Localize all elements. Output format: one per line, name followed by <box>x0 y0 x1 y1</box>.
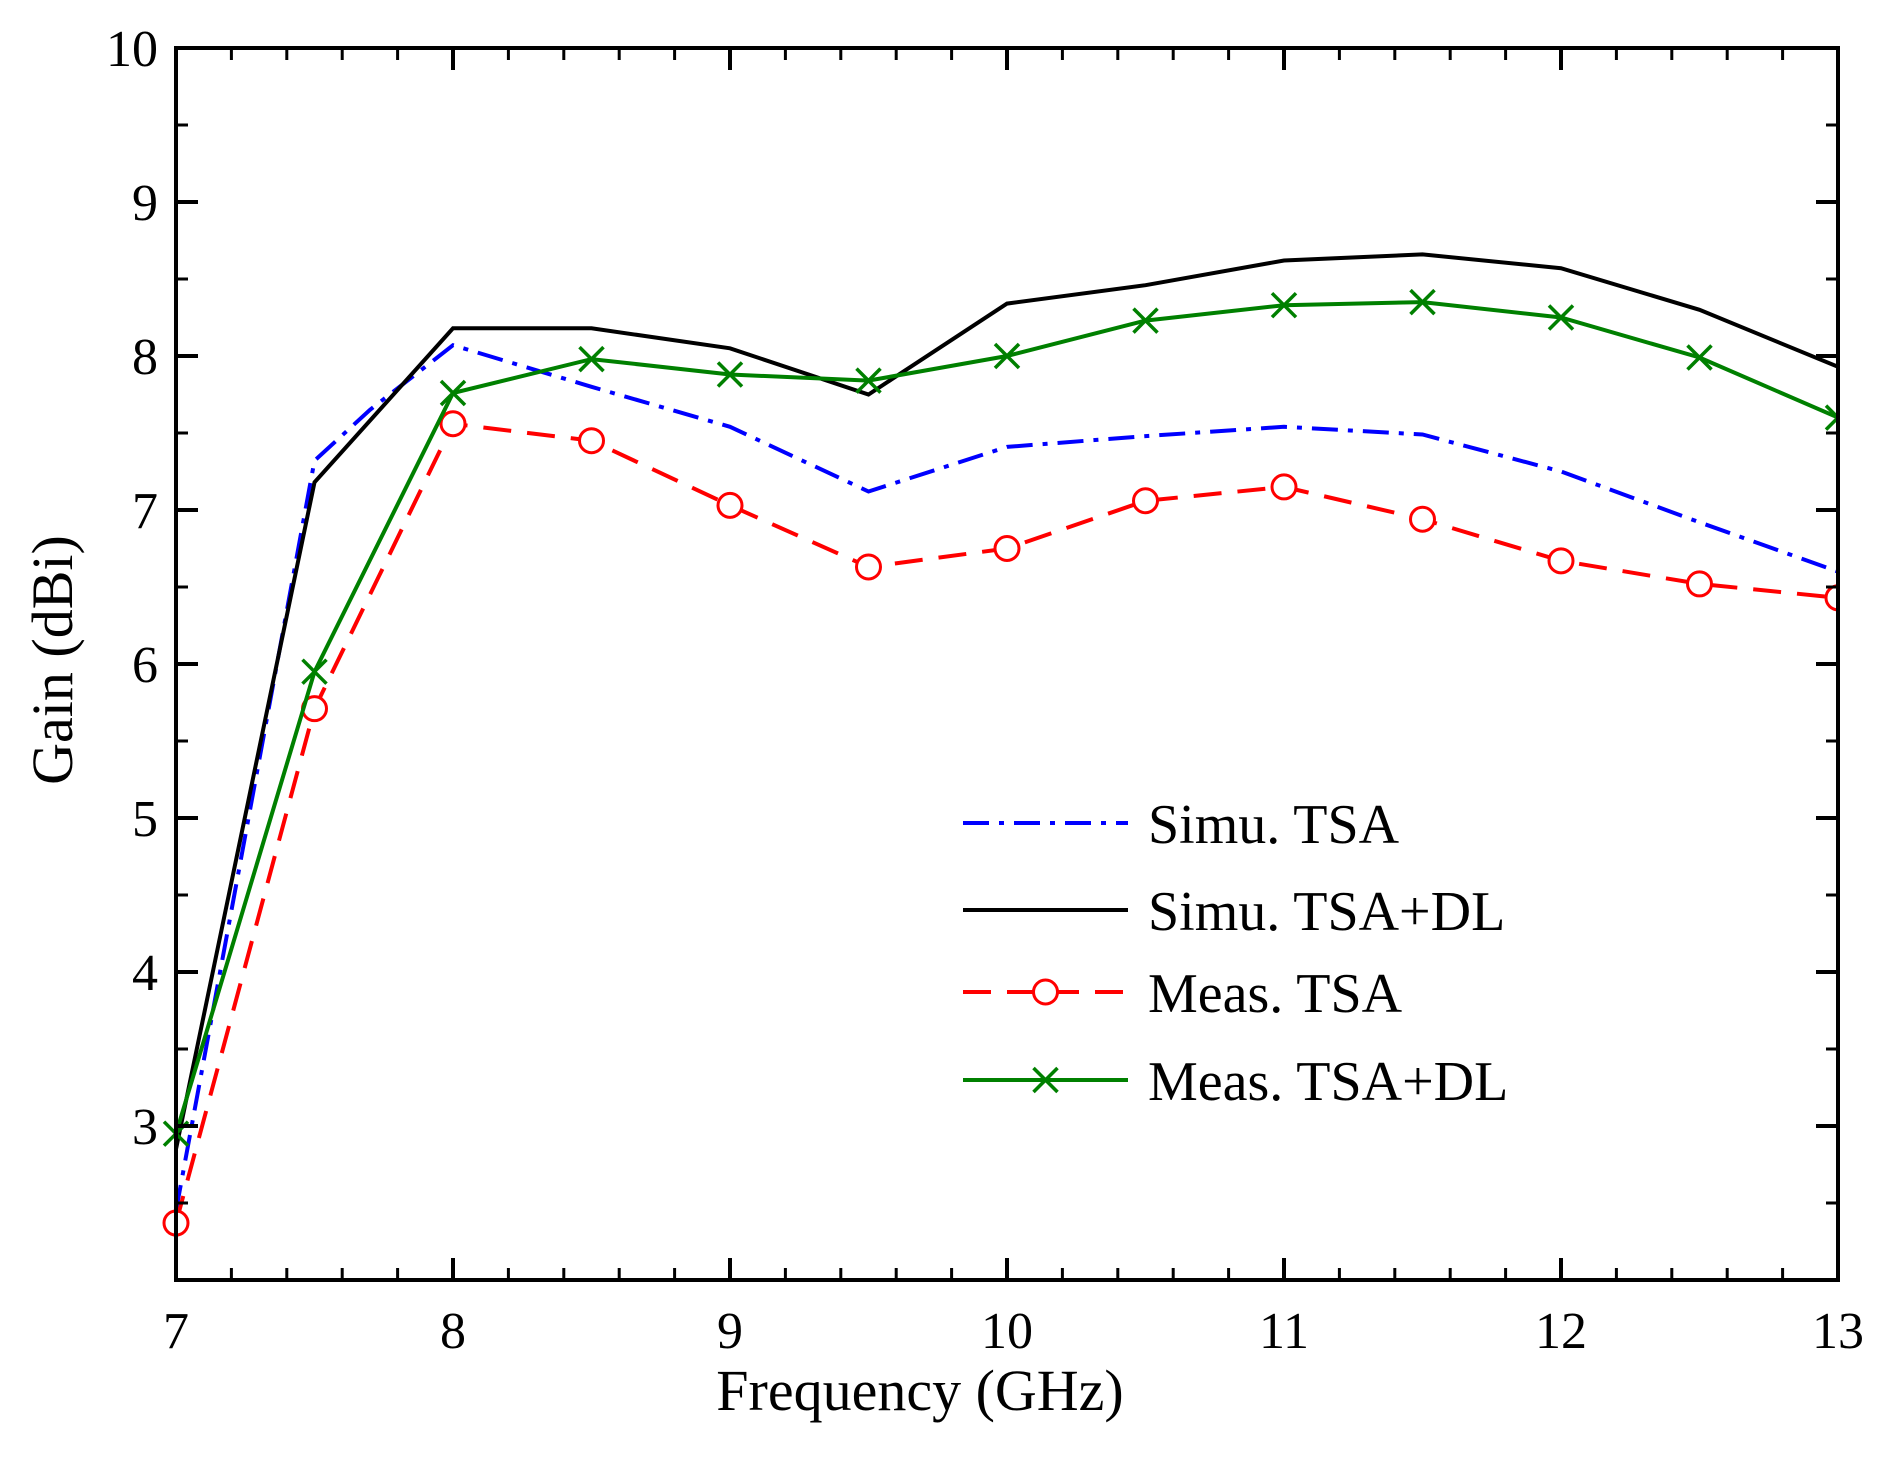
y-tick-label: 9 <box>132 175 158 232</box>
plot-frame <box>174 46 1840 1282</box>
data-point <box>1547 547 1575 575</box>
legend-marker <box>1032 978 1059 1006</box>
data-point <box>993 535 1021 562</box>
series-1 <box>174 342 1838 1212</box>
y-tick-label: 5 <box>132 791 158 848</box>
data-point <box>855 367 882 394</box>
legend-label: Meas. TSA+DL <box>1148 1051 1508 1113</box>
data-point <box>578 345 605 373</box>
data-point-stroke-b <box>439 379 467 407</box>
series-2 <box>174 252 1838 1150</box>
data-point-stroke-b <box>1270 291 1298 319</box>
data-point <box>1132 487 1159 515</box>
series-line-simu-tsa-dl <box>174 252 1838 1150</box>
series-line-simu-tsa <box>174 342 1838 1212</box>
data-point <box>716 361 744 388</box>
data-point <box>1409 505 1436 533</box>
legend-label: Simu. TSA <box>1148 794 1400 856</box>
data-point <box>301 658 328 685</box>
data-point <box>993 342 1021 370</box>
legend-label: Meas. TSA <box>1148 963 1403 1025</box>
x-tick-label: 9 <box>717 1303 743 1360</box>
data-point-stroke-b <box>578 345 605 373</box>
series-4 <box>162 288 1838 1147</box>
x-axis-title: Frequency (GHz) <box>716 1358 1123 1423</box>
data-point <box>1824 404 1838 431</box>
y-tick-label: 3 <box>132 1099 158 1156</box>
data-point-stroke-b <box>301 658 328 685</box>
y-tick-label: 10 <box>106 21 158 78</box>
data-point-stroke-b <box>1132 307 1159 334</box>
data-point <box>1409 288 1436 316</box>
y-tick-label: 4 <box>132 945 158 1002</box>
data-point-stroke-b <box>1686 344 1713 371</box>
series-line-meas-tsa-dl <box>174 300 1838 1135</box>
data-point-stroke-a <box>1824 404 1838 421</box>
data-point <box>1547 304 1575 331</box>
legend-marker-stroke-b <box>1032 1066 1059 1094</box>
x-tick-label: 11 <box>1259 1303 1309 1360</box>
y-tick-label: 6 <box>132 637 158 694</box>
data-point <box>1686 570 1713 598</box>
data-point <box>716 491 744 519</box>
data-point <box>1686 344 1713 371</box>
x-tick-label: 7 <box>163 1303 189 1360</box>
data-point-stroke-b <box>855 367 882 394</box>
y-tick-label: 8 <box>132 329 158 386</box>
y-axis-title: Gain (dBi) <box>20 535 85 785</box>
x-tick-label: 8 <box>440 1303 466 1360</box>
data-point-stroke-b <box>1547 304 1575 331</box>
y-tick-label: 7 <box>132 483 158 540</box>
data-point-stroke-b <box>716 361 744 388</box>
data-point-stroke-b <box>1409 288 1436 316</box>
series-3 <box>162 410 1838 1237</box>
data-point <box>578 427 605 455</box>
data-point <box>1270 473 1298 501</box>
legend-marker <box>1032 1066 1059 1094</box>
x-tick-label: 10 <box>981 1303 1033 1360</box>
data-point <box>1132 307 1159 334</box>
data-point-stroke-b <box>1824 415 1838 431</box>
x-tick-label: 12 <box>1535 1303 1587 1360</box>
data-point <box>439 410 467 438</box>
data-point-stroke-b <box>993 342 1021 370</box>
x-tick-label: 13 <box>1812 1303 1864 1360</box>
data-point <box>1270 291 1298 319</box>
data-point <box>855 553 882 581</box>
data-point <box>1824 584 1838 612</box>
legend-label: Simu. TSA+DL <box>1148 881 1505 943</box>
data-point <box>439 379 467 407</box>
